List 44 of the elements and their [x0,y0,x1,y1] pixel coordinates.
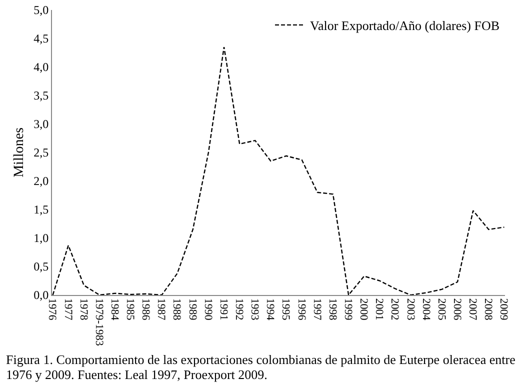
x-tick-label: 2008 [482,298,494,321]
y-tick-label: 2,5 [34,146,49,160]
x-tick-label: 2003 [404,298,416,321]
x-tick-label: 2001 [373,298,386,320]
x-tick-label: 2006 [450,298,463,321]
x-tick-label: 2009 [498,298,510,321]
y-tick-label: 1,5 [34,202,49,217]
x-tick-label: 1979-1983 [92,298,105,346]
x-tick-label: 1998 [326,298,338,321]
x-tick-label: 1991 [217,298,230,320]
y-tick-label: 5,0 [34,3,49,18]
x-tick-label: 2005 [435,298,448,321]
x-tick-label: 1989 [186,298,198,321]
x-tick-label: 1978 [77,298,90,321]
x-tick-label: 1987 [155,298,168,321]
legend-label: Valor Exportado/Año (dolares) FOB [310,18,500,34]
y-tick-label: 0,0 [34,288,49,302]
x-tick-label: 1977 [62,298,74,321]
x-tick-label: 2007 [466,298,479,321]
x-tick-label: 1990 [202,298,214,321]
x-tick-label: 1995 [280,298,292,321]
x-tick-label: 1993 [248,298,261,321]
x-tick-label: 1986 [140,298,152,321]
y-tick-label: 4,0 [34,60,49,74]
x-tick-label: 2004 [420,298,432,321]
y-tick-label: 3,0 [34,117,49,132]
text: Figura 1. Comportamiento de las exportaciones colombianas de palmito de Euterpe oleracea entre 1976 y 2009. Fuentes: Leal 1997, Proexport 2009. [6,352,516,382]
y-tick-label: 0,5 [34,260,49,274]
y-tick-label: 2,0 [34,174,49,188]
x-tick-label: 1984 [108,298,120,321]
x-tick-label: 1994 [264,298,276,321]
y-tick-label: 3,5 [34,88,49,103]
x-tick-label: 1985 [124,298,136,321]
y-axis-title: Millones [12,128,28,178]
x-tick-label: 1999 [342,298,354,321]
x-tick-label: 2002 [388,298,401,320]
x-tick-label: 1997 [310,298,323,321]
x-tick-label: 1996 [295,298,308,321]
x-tick-label: 1992 [233,298,246,320]
x-tick-label: 2000 [358,298,370,321]
y-tick-label: 4,5 [34,32,49,46]
x-tick-label: 1988 [170,298,183,321]
y-tick-label: 1,0 [34,231,49,246]
x-tick-label: 1976 [46,298,58,321]
